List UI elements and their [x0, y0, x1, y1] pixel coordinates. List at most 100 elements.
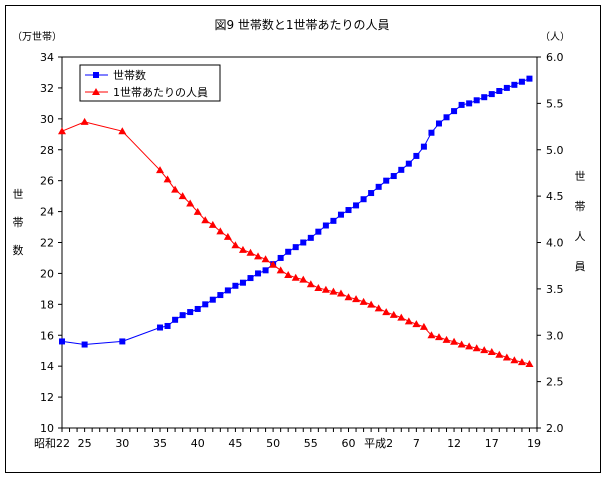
persons-point: [269, 260, 278, 268]
household-point: [526, 75, 533, 82]
legend-box: [79, 64, 221, 102]
persons-point: [442, 335, 451, 343]
persons-point: [246, 248, 255, 256]
household-point: [398, 166, 405, 173]
left-axis-label-char: 帯: [13, 216, 24, 229]
persons-point: [495, 350, 504, 358]
household-point: [337, 211, 344, 218]
x-tick-label: 12: [447, 437, 461, 450]
household-point: [322, 222, 329, 229]
left-tick-label: 14: [40, 360, 54, 373]
household-point: [277, 254, 284, 261]
left-axis-label: 世帯数: [13, 188, 24, 257]
persons-point: [367, 300, 376, 308]
right-tick-label: 3.5: [546, 283, 564, 296]
household-point: [375, 183, 382, 190]
household-point: [255, 270, 262, 277]
persons-point: [276, 266, 285, 274]
persons-point: [450, 337, 459, 345]
persons-point: [404, 317, 413, 325]
x-tick-label: 45: [228, 437, 242, 450]
household-point: [488, 91, 495, 98]
right-tick-label: 2.0: [546, 422, 564, 435]
household-point: [164, 322, 171, 329]
household-point: [511, 81, 518, 88]
x-tick-label: 50: [266, 437, 280, 450]
persons-point: [201, 216, 210, 224]
right-axis-ticks: 6.0 5.5 5.0 4.5 4.0 3.5 3.0 2.5 2.0: [537, 51, 564, 435]
left-axis-unit: （万世帯）: [12, 30, 62, 43]
left-tick-label: 22: [40, 237, 54, 250]
persons-point: [517, 358, 526, 366]
series-line-0: [61, 78, 530, 346]
legend: 世帯数 1世帯あたりの人員: [79, 64, 221, 102]
x-tick-label: 30: [115, 437, 129, 450]
persons-point: [465, 342, 474, 350]
persons-point: [261, 255, 270, 263]
household-point: [262, 267, 269, 274]
household-point: [428, 129, 435, 136]
persons-point: [231, 241, 240, 249]
persons-point: [58, 127, 66, 135]
persons-point: [480, 346, 489, 354]
household-point: [315, 228, 322, 235]
household-point: [224, 287, 231, 294]
household-point: [518, 78, 525, 85]
series-layer: [58, 75, 534, 368]
right-tick-label: 5.0: [546, 144, 564, 157]
household-point: [285, 248, 292, 255]
persons-point: [457, 340, 466, 348]
household-point: [119, 338, 126, 345]
x-tick-label: 55: [304, 437, 318, 450]
left-tick-label: 10: [40, 422, 54, 435]
household-point: [239, 279, 246, 286]
persons-point: [359, 297, 368, 305]
household-point: [300, 239, 307, 246]
household-point: [292, 244, 299, 251]
left-tick-label: 12: [40, 391, 54, 404]
persons-point: [156, 166, 165, 174]
left-tick-label: 18: [40, 298, 54, 311]
legend-label-households: 世帯数: [113, 69, 146, 82]
right-axis-unit: （人）: [540, 31, 570, 43]
left-axis-label-char: 世: [13, 188, 24, 201]
household-point: [81, 341, 88, 348]
right-axis-label-char: 帯: [575, 200, 586, 213]
right-axis-label-char: 員: [575, 260, 586, 273]
persons-point: [389, 310, 398, 318]
persons-point: [178, 192, 187, 200]
legend-marker-persons: [92, 88, 100, 95]
left-axis-label-char: 数: [13, 244, 24, 257]
household-point: [187, 309, 194, 316]
household-point: [247, 275, 254, 282]
left-tick-label: 28: [40, 144, 54, 157]
persons-point: [434, 333, 443, 341]
persons-point: [254, 252, 263, 260]
household-point: [405, 160, 412, 167]
left-tick-label: 32: [40, 82, 54, 95]
persons-point: [193, 207, 202, 215]
right-tick-label: 2.5: [546, 376, 564, 389]
right-tick-label: 4.0: [546, 237, 564, 250]
household-point: [451, 108, 458, 115]
right-tick-label: 4.5: [546, 190, 564, 203]
persons-point: [314, 283, 323, 291]
right-axis-label-char: 人: [575, 230, 586, 243]
persons-point: [412, 320, 421, 328]
persons-point: [352, 295, 361, 303]
household-point: [390, 173, 397, 180]
household-point: [435, 120, 442, 127]
persons-point: [397, 313, 406, 321]
household-point: [466, 100, 473, 107]
household-point: [503, 84, 510, 91]
x-tick-label: 35: [153, 437, 167, 450]
persons-point: [306, 280, 315, 288]
x-tick-label: 17: [485, 437, 499, 450]
persons-point: [208, 220, 217, 228]
persons-point: [502, 353, 511, 361]
persons-point: [487, 347, 496, 355]
left-tick-label: 20: [40, 267, 54, 280]
right-tick-label: 3.0: [546, 329, 564, 342]
x-tick-label: 25: [78, 437, 92, 450]
